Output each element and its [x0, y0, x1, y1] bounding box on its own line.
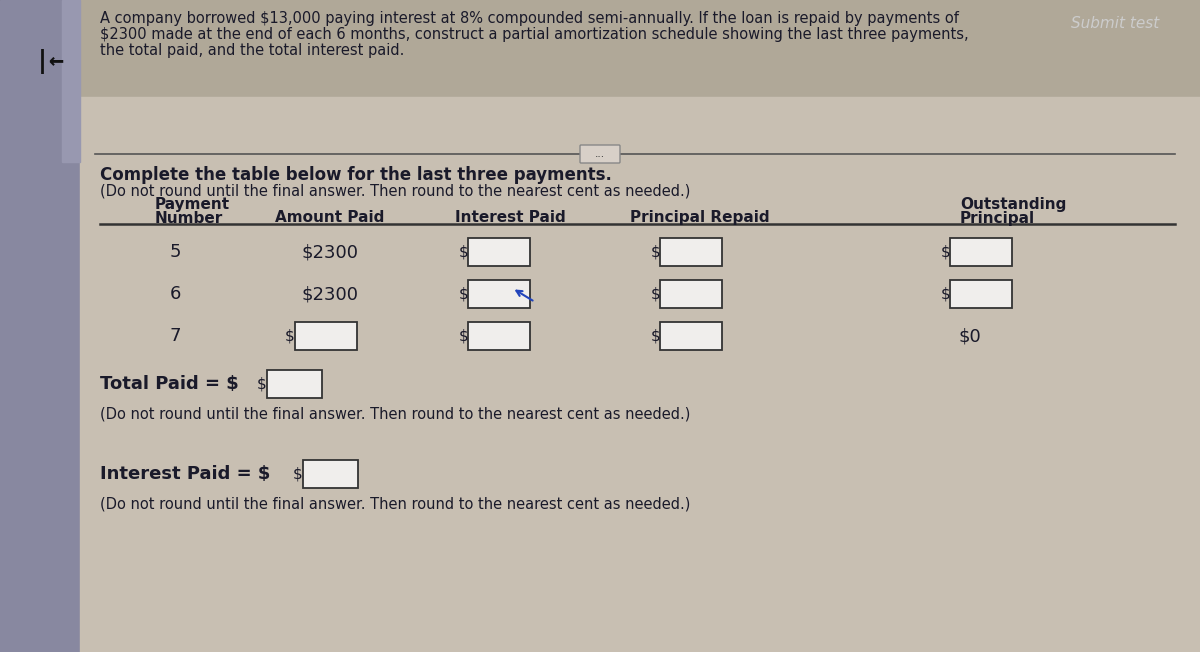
Text: $: $	[257, 376, 266, 391]
Text: Number: Number	[155, 211, 223, 226]
Text: Submit test: Submit test	[1070, 16, 1159, 31]
Text: $: $	[650, 244, 660, 259]
Bar	[302, 460, 358, 488]
Text: $2300: $2300	[301, 243, 359, 261]
Text: A company borrowed $13,000 paying interest at 8% compounded semi-annually. If th: A company borrowed $13,000 paying intere…	[100, 11, 959, 26]
FancyBboxPatch shape	[580, 145, 620, 163]
Text: $: $	[286, 329, 295, 344]
Text: $: $	[941, 286, 950, 301]
Text: $0: $0	[959, 327, 982, 345]
Text: $: $	[458, 329, 468, 344]
Bar	[660, 280, 722, 308]
Text: |←: |←	[35, 50, 65, 74]
Bar	[295, 322, 358, 350]
Text: Interest Paid: Interest Paid	[455, 210, 565, 225]
Text: (Do not round until the final answer. Then round to the nearest cent as needed.): (Do not round until the final answer. Th…	[100, 497, 690, 512]
Text: $: $	[650, 286, 660, 301]
Text: Outstanding: Outstanding	[960, 197, 1067, 212]
Bar	[950, 238, 1012, 266]
Bar	[950, 280, 1012, 308]
Text: $: $	[293, 466, 302, 481]
Text: the total paid, and the total interest paid.: the total paid, and the total interest p…	[100, 43, 404, 58]
Text: $: $	[458, 244, 468, 259]
Text: $: $	[941, 244, 950, 259]
Text: $2300 made at the end of each 6 months, construct a partial amortization schedul: $2300 made at the end of each 6 months, …	[100, 27, 968, 42]
Text: $: $	[458, 286, 468, 301]
Text: 6: 6	[169, 285, 181, 303]
Bar	[80, 97, 1200, 652]
Text: Principal Repaid: Principal Repaid	[630, 210, 770, 225]
Text: (Do not round until the final answer. Then round to the nearest cent as needed.): (Do not round until the final answer. Th…	[100, 184, 690, 199]
Bar	[0, 0, 1200, 50]
Text: (Do not round until the final answer. Then round to the nearest cent as needed.): (Do not round until the final answer. Th…	[100, 406, 690, 421]
Text: Complete the table below for the last three payments.: Complete the table below for the last th…	[100, 166, 612, 184]
Bar	[80, 0, 1200, 97]
Text: Interest Paid = $: Interest Paid = $	[100, 465, 270, 483]
Text: ...: ...	[595, 149, 605, 159]
Bar	[468, 322, 530, 350]
Bar	[660, 238, 722, 266]
Bar	[266, 370, 322, 398]
Text: Principal: Principal	[960, 211, 1036, 226]
Text: 7: 7	[169, 327, 181, 345]
Text: 5: 5	[169, 243, 181, 261]
Bar	[62, 0, 80, 162]
Bar	[660, 322, 722, 350]
Text: Total Paid = $: Total Paid = $	[100, 375, 239, 393]
Text: $: $	[650, 329, 660, 344]
Bar	[468, 238, 530, 266]
Bar	[468, 280, 530, 308]
Text: Payment: Payment	[155, 197, 230, 212]
Text: Amount Paid: Amount Paid	[275, 210, 385, 225]
Text: $2300: $2300	[301, 285, 359, 303]
Bar	[0, 0, 80, 652]
